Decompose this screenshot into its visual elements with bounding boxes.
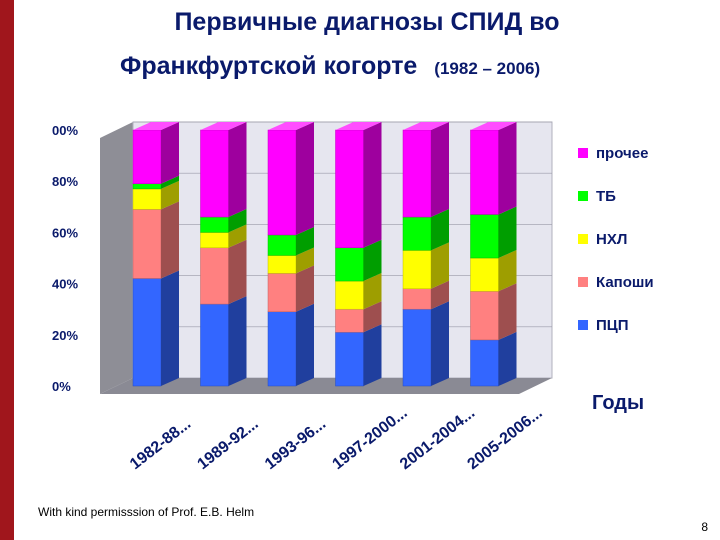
bar-segment-side bbox=[228, 209, 247, 233]
legend-swatch bbox=[578, 320, 588, 330]
legend-swatch bbox=[578, 148, 588, 158]
bars-group bbox=[132, 122, 517, 387]
bar-segment bbox=[200, 247, 229, 305]
bar-segment-side bbox=[363, 301, 382, 333]
credit-note: With kind permisssion of Prof. E.B. Helm bbox=[38, 505, 255, 519]
bar-top bbox=[403, 122, 449, 130]
bar-segment bbox=[267, 273, 297, 313]
bar-segment bbox=[267, 129, 297, 236]
bar-segment-side bbox=[363, 273, 382, 310]
bar-segment bbox=[200, 303, 229, 387]
bar-segment bbox=[470, 291, 499, 341]
bar-segment-side bbox=[296, 265, 314, 312]
bar-segment-side bbox=[431, 209, 449, 251]
y-tick-label: 00% bbox=[52, 123, 78, 138]
bar-segment-side bbox=[161, 270, 179, 386]
legend-label: НХЛ bbox=[596, 231, 627, 248]
bar-segment-side bbox=[228, 296, 247, 386]
x-tick-label: 1982-88... bbox=[127, 415, 194, 473]
bar-segment bbox=[200, 232, 229, 249]
legend-label: Капоши bbox=[596, 274, 654, 291]
bar-segment bbox=[132, 209, 162, 279]
legend-swatch bbox=[578, 191, 588, 201]
side-wall bbox=[100, 122, 133, 394]
bar-segment bbox=[267, 311, 297, 387]
bar-segment bbox=[132, 183, 162, 190]
title-line-2: Франкфуртской когорте (1982 – 2006) bbox=[120, 52, 540, 81]
bar-segment-side bbox=[498, 331, 517, 386]
legend-label: прочее bbox=[596, 145, 648, 162]
title-main: Франкфуртской когорте bbox=[120, 52, 418, 80]
bar-segment-side bbox=[161, 180, 179, 210]
y-tick-label: 60% bbox=[52, 225, 78, 240]
bar-top bbox=[200, 122, 247, 130]
x-tick-label: 2005-2006... bbox=[464, 404, 545, 473]
bar-segment bbox=[470, 257, 499, 292]
bar-segment-side bbox=[498, 250, 517, 292]
legend: прочее ТБ НХЛ Капоши ПЦП bbox=[578, 145, 654, 334]
x-axis-ticks: 1982-88... 1989-92... 1993-96... 1997-2000.… bbox=[127, 404, 546, 473]
bar-segment bbox=[335, 280, 364, 310]
legend-label: ПЦП bbox=[596, 317, 629, 334]
bar-segment-side bbox=[161, 201, 179, 279]
bar-segment bbox=[402, 288, 432, 310]
bar-segment bbox=[335, 247, 364, 282]
bar-segment-side bbox=[296, 247, 314, 274]
bar-segment bbox=[200, 216, 229, 233]
bar-segment bbox=[402, 129, 432, 218]
y-tick-label: 80% bbox=[52, 174, 78, 189]
x-tick-label: 1989-92... bbox=[194, 415, 261, 473]
bar-segment bbox=[335, 331, 364, 387]
bar-segment-side bbox=[363, 122, 382, 248]
y-tick-label: 40% bbox=[52, 277, 78, 292]
bar-segment bbox=[267, 234, 297, 256]
bar-segment-side bbox=[431, 122, 449, 218]
bar-segment-side bbox=[228, 239, 247, 305]
bar-segment bbox=[470, 214, 499, 259]
page-number: 8 bbox=[701, 520, 708, 534]
bar-segment bbox=[267, 255, 297, 274]
title-period: (1982 – 2006) bbox=[434, 59, 541, 78]
bar-segment-side bbox=[296, 303, 314, 386]
bar-segment bbox=[470, 339, 499, 387]
bar-segment-side bbox=[498, 122, 517, 215]
legend-swatch bbox=[578, 234, 588, 244]
bar-segment-side bbox=[228, 122, 247, 218]
left-accent-bar bbox=[0, 0, 14, 540]
bar-segment bbox=[402, 216, 432, 251]
bar-segment-side bbox=[296, 226, 314, 256]
bar-segment bbox=[200, 129, 229, 218]
bar-segment bbox=[132, 278, 162, 387]
bar-top bbox=[133, 122, 179, 130]
bar-segment-side bbox=[431, 301, 449, 386]
bar-segment bbox=[132, 129, 162, 185]
bar-segment-side bbox=[431, 280, 449, 310]
bar-segment-side bbox=[363, 324, 382, 386]
bar-segment-side bbox=[161, 122, 179, 184]
bar-segment-side bbox=[431, 242, 449, 289]
x-axis-label: Годы bbox=[592, 392, 644, 414]
bar-segment bbox=[402, 250, 432, 289]
x-tick-label: 1993-96... bbox=[262, 415, 329, 473]
title-line-1: Первичные диагнозы СПИД во bbox=[174, 8, 560, 36]
y-tick-label: 20% bbox=[52, 328, 78, 343]
bar-top bbox=[268, 122, 314, 130]
bar-segment bbox=[132, 188, 162, 210]
bar-segment-side bbox=[296, 122, 314, 235]
bar-segment-side bbox=[161, 175, 179, 189]
bar-segment bbox=[335, 308, 364, 333]
bar-segment bbox=[335, 129, 364, 249]
bar-segment-side bbox=[363, 239, 382, 282]
bar-segment bbox=[402, 308, 432, 387]
y-tick-label: 0% bbox=[52, 379, 71, 394]
bar-segment bbox=[470, 129, 499, 215]
bar-top bbox=[335, 122, 382, 130]
legend-swatch bbox=[578, 277, 588, 287]
bar-segment-side bbox=[228, 224, 247, 248]
bar-top bbox=[470, 122, 517, 130]
bar-segment-side bbox=[498, 283, 517, 340]
bar-segment-side bbox=[498, 206, 517, 258]
legend-label: ТБ bbox=[596, 188, 616, 205]
